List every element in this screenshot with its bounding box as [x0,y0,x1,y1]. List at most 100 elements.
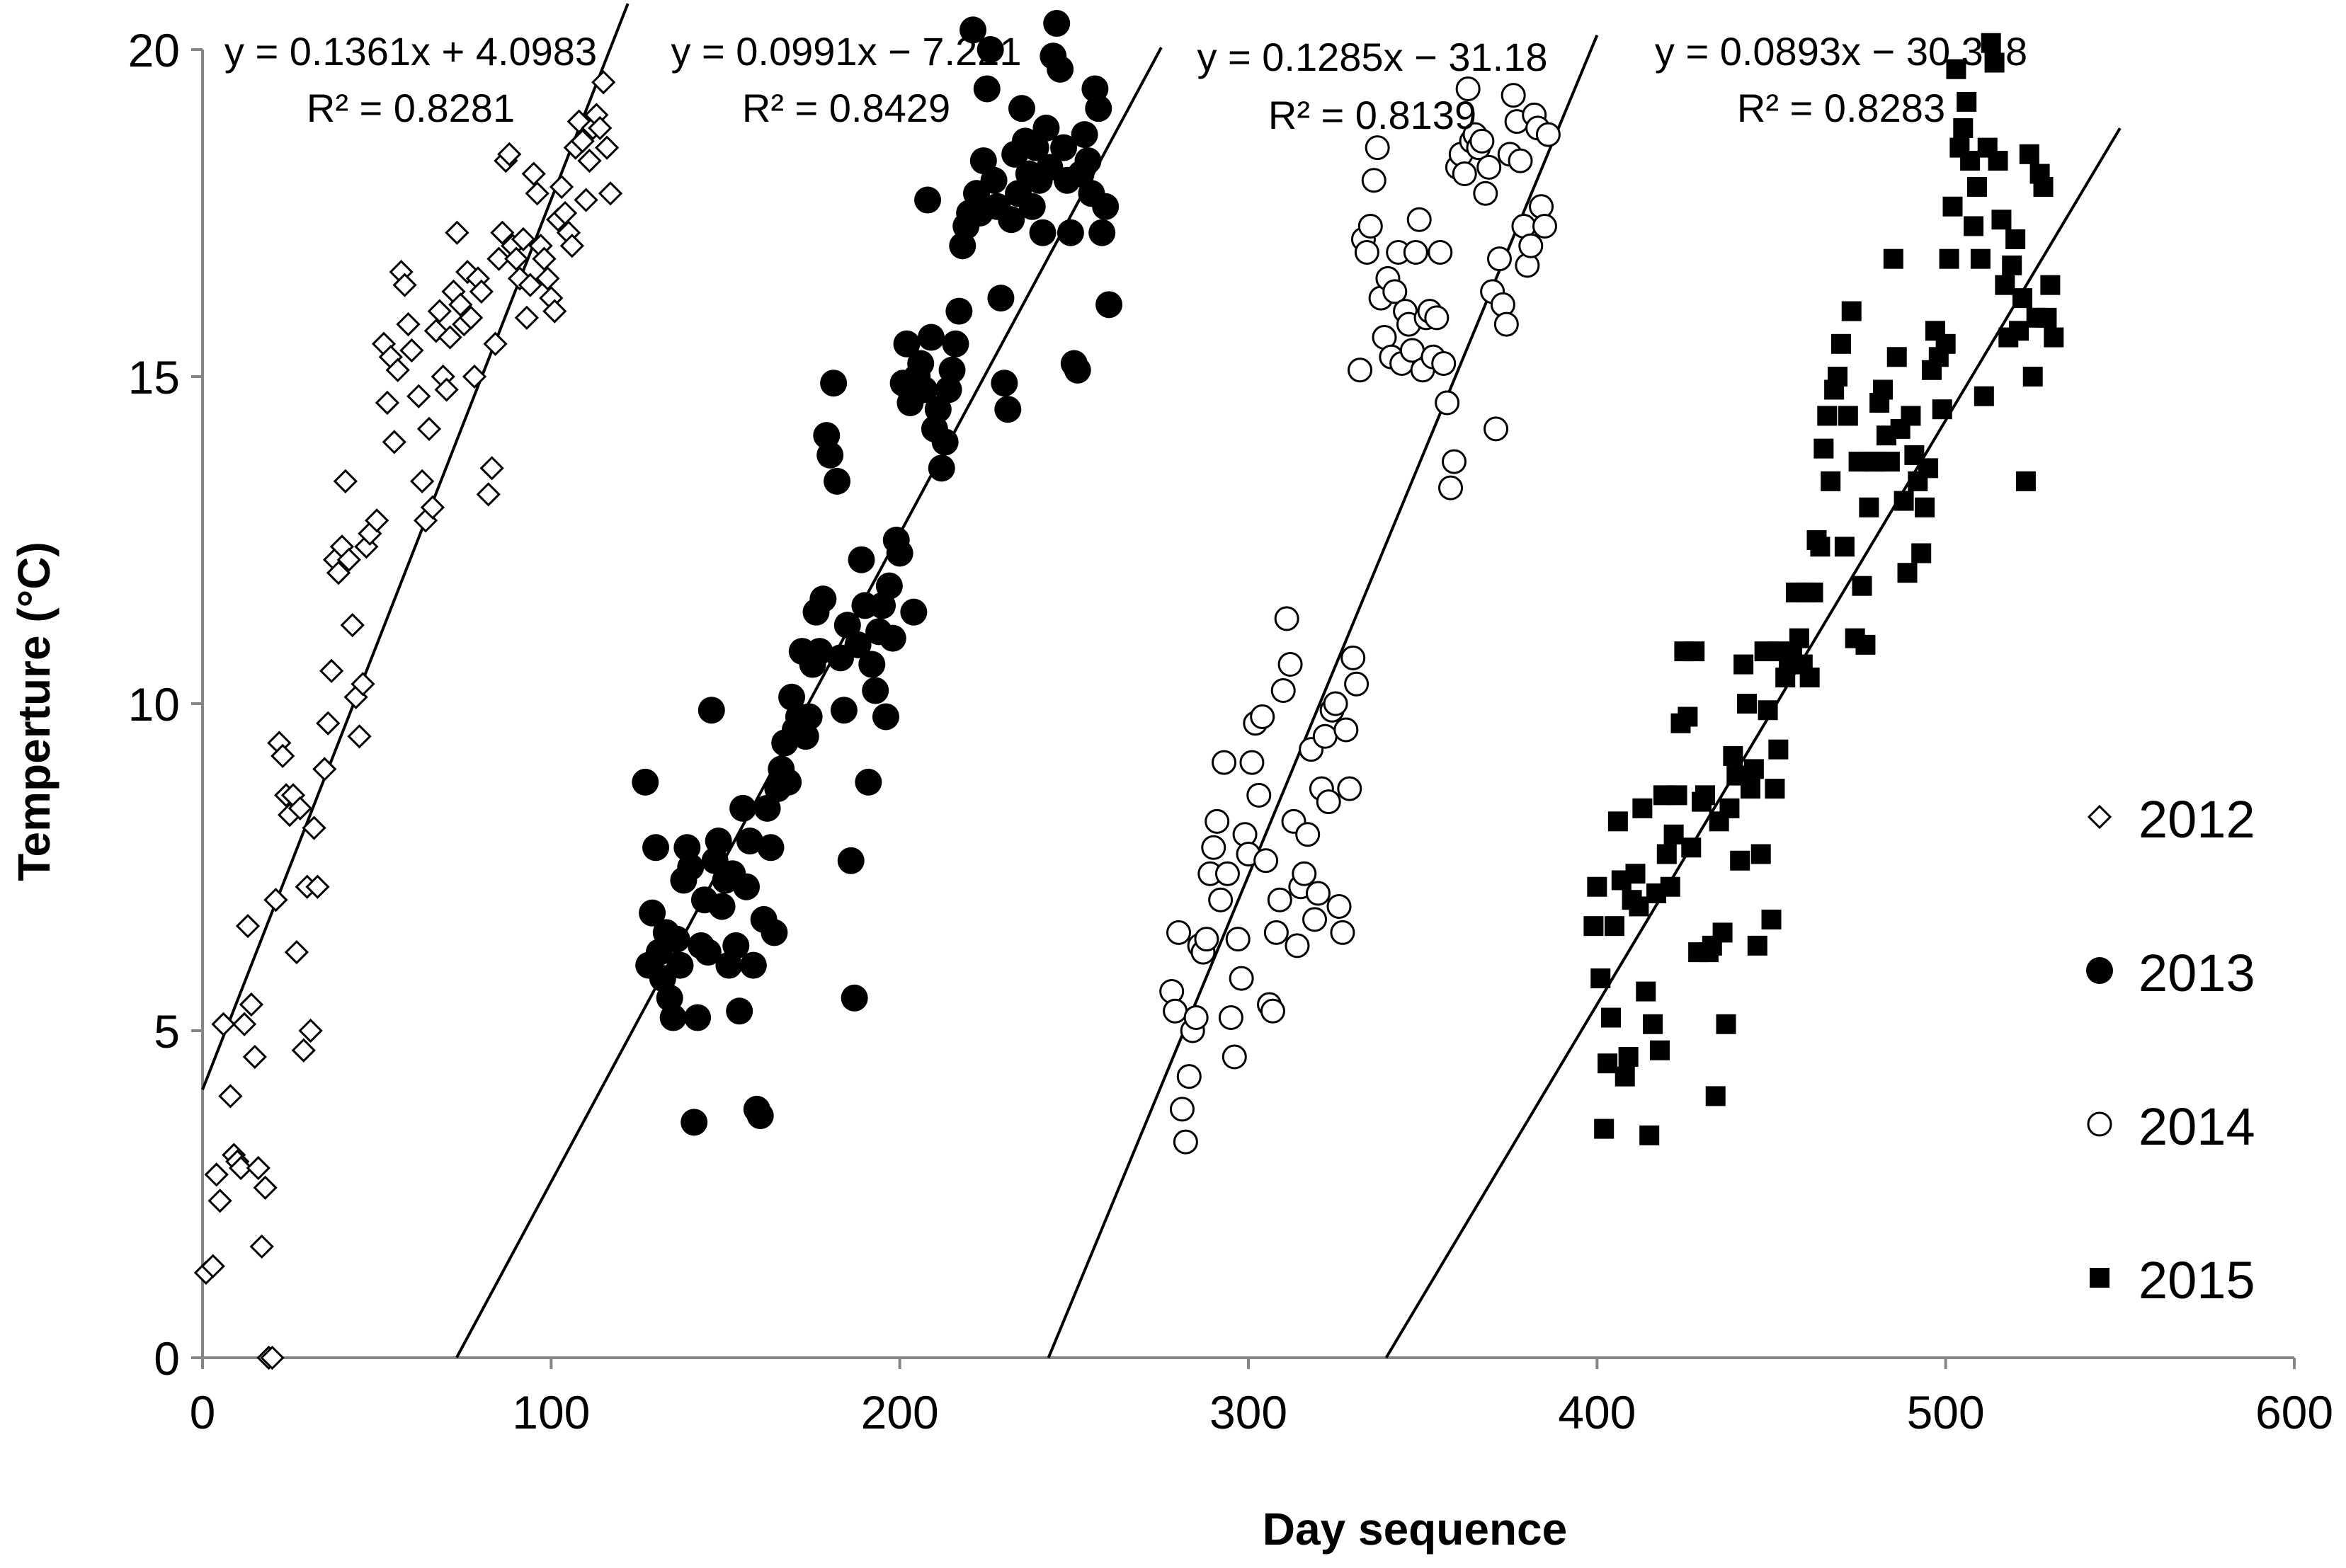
data-point-2013 [697,697,725,724]
data-point-2015 [1988,151,2008,171]
data-point-2014 [1424,305,1450,331]
data-point-2013 [659,1004,687,1031]
data-point-2015 [1915,497,1935,517]
data-point-2015 [1695,785,1715,806]
legend: 2012 2013 2014 2015 [2086,790,2255,1310]
data-point-2014 [1452,161,1477,187]
data-point-2015 [1583,916,1604,937]
data-point-2015 [1667,785,1687,806]
data-point-2015 [1911,543,1932,563]
data-point-2015 [1946,59,1966,79]
data-point-2014 [1403,239,1428,265]
data-point-2015 [1681,837,1702,858]
data-point-2015 [1883,248,1903,269]
equation-2013-formula: y = 0.0991x − 7.221 [671,29,1021,74]
data-point-2014 [1340,645,1366,670]
data-point-2012 [305,874,330,899]
data-point-2012 [462,364,487,389]
data-point-2013 [886,539,913,567]
x-axis-title: Day sequence [1263,1504,1567,1555]
y-tick-label: 10 [128,678,180,731]
data-point-2014 [1194,927,1219,952]
data-point-2014 [1267,887,1292,912]
data-point-2015 [1656,844,1677,864]
data-point-2014 [1435,390,1460,416]
data-point-2013 [761,919,788,946]
data-point-2012 [298,1018,323,1043]
data-point-2014 [1330,920,1355,945]
data-point-2015 [1942,196,1963,217]
data-point-2013 [684,1004,712,1031]
data-point-2014 [1348,357,1373,383]
data-point-2012 [235,914,261,939]
data-point-2013 [729,794,757,822]
data-point-2014 [1473,181,1498,206]
data-point-2014 [1486,246,1512,272]
data-point-2015 [1799,668,1820,688]
equation-2014: y = 0.1285x − 31.18 R² = 0.8139 [1197,35,1547,137]
data-point-2013 [1008,95,1035,122]
data-point-2013 [806,638,833,665]
data-point-2015 [1601,1007,1622,1028]
equation-2012-r2: R² = 0.8281 [307,86,515,130]
trendline-2013 [455,47,1163,1358]
data-point-2013 [1095,291,1123,319]
data-point-2014 [1406,207,1432,232]
data-point-2012 [591,70,616,95]
data-point-2015 [1758,700,1778,721]
data-point-2012 [521,161,546,186]
data-point-2012 [333,469,358,493]
equation-2012: y = 0.1361x + 4.0983 R² = 0.8281 [224,29,597,130]
data-point-2012 [399,338,424,363]
data-point-2013 [858,651,886,678]
data-point-2012 [392,273,417,297]
y-axis-ticks: 0 5 10 15 20 [128,24,203,1385]
data-point-2012 [525,181,550,206]
data-point-2014 [1295,822,1321,847]
data-point-2015 [2040,275,2061,295]
x-tick-label: 100 [512,1386,590,1438]
data-point-2012 [249,1234,274,1259]
y-tick-label: 20 [128,24,180,76]
data-point-2013 [917,324,945,351]
data-point-2013 [1092,193,1120,220]
data-point-2015 [1897,563,1918,583]
data-point-2012 [427,299,452,324]
data-point-2015 [1852,576,1872,596]
data-point-2014 [1508,148,1533,173]
data-point-2014 [1428,239,1453,265]
data-point-2013 [736,828,763,855]
data-point-2014 [1316,789,1341,815]
plot-area: 0 100 200 300 400 500 600 0 5 10 15 20 [128,3,2333,1438]
y-tick-label: 15 [128,351,180,404]
data-point-2014 [1382,279,1408,304]
data-point-2015 [1810,537,1830,557]
data-point-2012 [594,135,620,160]
data-point-2015 [1953,118,1974,138]
data-point-2015 [1587,876,1607,897]
data-point-2014 [1222,1044,1247,1070]
data-point-2013 [907,350,935,377]
data-point-2015 [2005,229,2026,249]
data-point-2012 [445,220,469,245]
data-point-2014 [1305,881,1331,906]
data-point-2013 [914,186,942,214]
y-tick-label: 0 [154,1332,180,1385]
data-point-2012 [434,377,459,402]
data-point-2013 [844,631,872,658]
data-point-2013 [1071,121,1098,149]
data-point-2012 [598,181,623,206]
data-point-2015 [1964,216,1984,236]
data-point-2015 [1828,367,1848,387]
data-point-2015 [1685,641,1705,662]
data-point-2012 [438,325,462,350]
data-point-2012 [253,1175,278,1200]
data-point-2014 [1484,416,1509,442]
data-point-2013 [816,441,844,469]
data-point-2012 [375,390,400,416]
data-point-2015 [1618,1046,1639,1067]
data-point-2013 [666,951,694,979]
data-point-2013 [942,330,969,357]
data-point-2015 [1629,896,1649,917]
